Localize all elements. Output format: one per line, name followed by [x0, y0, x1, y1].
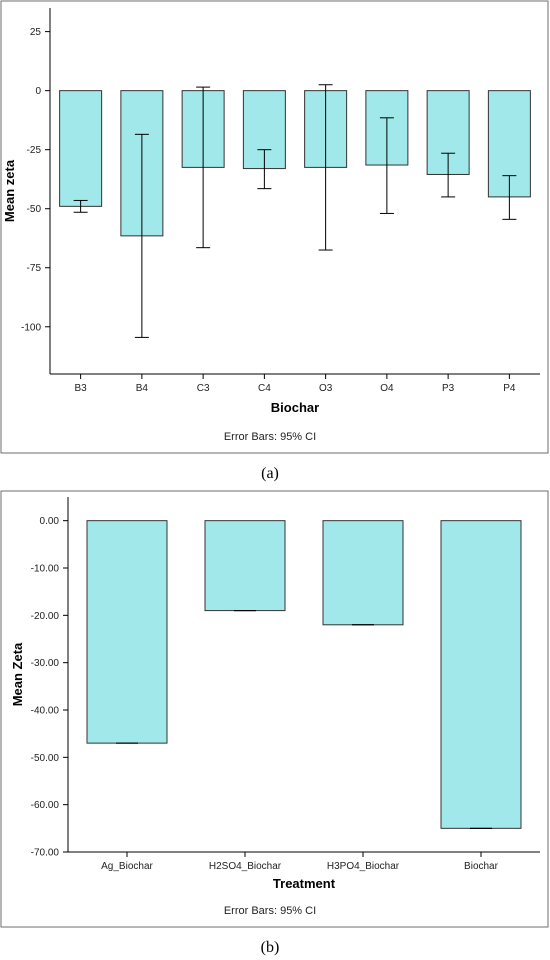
chart-a-y-tick-label: -75	[27, 263, 42, 274]
panel-a-frame	[0, 0, 549, 454]
chart-b-y-tick-label: -30.00	[31, 658, 60, 669]
chart-b-error-bar-note: Error Bars: 95% CI	[224, 905, 316, 917]
chart-a-y-tick-label: -25	[27, 145, 42, 156]
chart-a-error-bar-b3	[73, 199, 88, 213]
chart-b-y-tick-label: -20.00	[31, 611, 60, 622]
chart-a-error-bar-c3	[196, 86, 211, 249]
chart-a-x-axis-label: Biochar	[271, 400, 319, 415]
chart-a-y-tick-label: 25	[30, 27, 42, 38]
chart-a-error-bar-o3	[318, 84, 333, 251]
chart-a-y-tick-label: -100	[21, 322, 41, 333]
chart-a-x-tick-label: P3	[442, 383, 455, 394]
chart-a-x-tick-label: O4	[380, 383, 394, 394]
chart-a-error-bar-b4	[134, 133, 149, 338]
chart-a-error-bar-c4	[257, 149, 272, 190]
chart-b-x-tick-label: Ag_Biochar	[101, 861, 153, 872]
chart-a-error-bar-p3	[441, 152, 456, 198]
chart-b-x-axis-label: Treatment	[273, 876, 336, 891]
chart-b-panel-label: (b)	[261, 939, 280, 956]
chart-b-y-tick-label: -10.00	[31, 564, 60, 575]
chart-b-bar-ag_biochar	[86, 520, 168, 744]
chart-a-error-bar-p4	[502, 175, 517, 220]
chart-a: 25 0 -25 -50 -75 -100 B3 B4 C3 C4 O3 O4 P3 P4 Biochar M…	[2, 8, 540, 482]
chart-b-bar-h2so4_biochar	[204, 520, 286, 612]
chart-b-y-tick-label: -40.00	[31, 706, 60, 717]
chart-b: 0.00 -10.00 -20.00 -30.00 -40.00 -50.00 -60.00…	[10, 497, 540, 956]
chart-a-y-tick-label: 0	[35, 86, 41, 97]
chart-a-y-axis-label: Mean zeta	[2, 159, 17, 222]
chart-b-bar-biochar	[440, 520, 522, 829]
chart-a-error-bar-note: Error Bars: 95% CI	[224, 431, 316, 443]
chart-b-x-tick-label: H2SO4_Biochar	[209, 861, 282, 872]
chart-a-bar-b3	[59, 90, 103, 207]
chart-b-y-tick-label: -70.00	[31, 848, 60, 859]
chart-b-y-tick-label: -50.00	[31, 753, 60, 764]
chart-b-y-axis-label: Mean Zeta	[10, 642, 25, 706]
chart-a-y-tick-label: -50	[27, 204, 42, 215]
chart-a-x-tick-label: P4	[503, 383, 516, 394]
chart-b-y-tick-label: -60.00	[31, 800, 60, 811]
chart-a-x-tick-label: B4	[136, 383, 149, 394]
chart-a-x-tick-label: C4	[258, 383, 271, 394]
chart-a-panel-label: (a)	[261, 465, 279, 482]
chart-a-error-bar-o4	[379, 117, 394, 214]
chart-b-y-tick-label: 0.00	[40, 516, 60, 527]
chart-b-x-tick-label: H3PO4_Biochar	[327, 861, 400, 872]
chart-a-x-tick-label: O3	[319, 383, 333, 394]
chart-b-bar-h3po4_biochar	[322, 520, 404, 626]
chart-b-x-tick-label: Biochar	[464, 861, 499, 872]
chart-a-x-tick-label: B3	[75, 383, 88, 394]
chart-a-x-tick-label: C3	[197, 383, 210, 394]
